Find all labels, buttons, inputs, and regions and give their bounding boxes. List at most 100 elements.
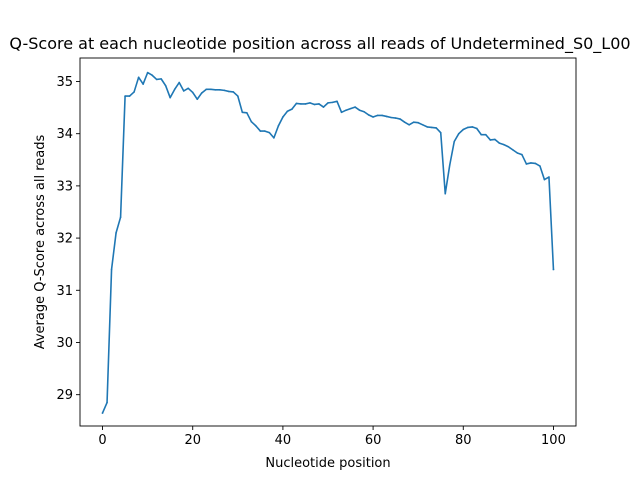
data-point bbox=[115, 232, 117, 234]
data-point bbox=[521, 153, 523, 156]
data-point bbox=[246, 112, 248, 114]
chart-title: Q-Score at each nucleotide position acro… bbox=[9, 34, 630, 54]
data-point bbox=[160, 78, 162, 80]
data-point bbox=[137, 76, 140, 79]
data-point bbox=[390, 116, 392, 119]
data-point bbox=[191, 91, 194, 94]
data-point bbox=[426, 126, 429, 128]
data-point bbox=[178, 81, 180, 84]
data-point bbox=[309, 102, 311, 104]
data-point bbox=[322, 106, 325, 108]
data-point bbox=[164, 84, 167, 87]
data-point bbox=[552, 268, 555, 271]
data-point bbox=[358, 109, 361, 111]
data-point bbox=[286, 110, 289, 113]
x-tick-label: 80 bbox=[455, 433, 472, 448]
data-point bbox=[282, 116, 284, 118]
data-point bbox=[200, 92, 203, 94]
data-point bbox=[498, 142, 501, 144]
data-point bbox=[385, 115, 388, 118]
data-point bbox=[313, 103, 316, 106]
data-point bbox=[151, 74, 153, 77]
data-point bbox=[110, 268, 113, 271]
data-point bbox=[295, 102, 298, 105]
y-tick-label: 34 bbox=[56, 127, 73, 142]
data-point bbox=[101, 412, 104, 414]
data-point bbox=[155, 78, 158, 81]
data-point bbox=[435, 127, 438, 129]
data-point bbox=[291, 108, 293, 110]
data-point bbox=[448, 164, 451, 166]
y-tick-label: 31 bbox=[56, 284, 73, 299]
data-point bbox=[336, 100, 338, 103]
data-point bbox=[218, 89, 221, 91]
x-tick-label: 40 bbox=[275, 433, 292, 448]
data-point bbox=[277, 125, 280, 127]
data-point bbox=[259, 130, 262, 132]
x-axis-label: Nucleotide position bbox=[265, 456, 390, 471]
data-point bbox=[421, 124, 424, 126]
y-tick-label: 29 bbox=[56, 388, 73, 403]
plot-area bbox=[79, 57, 577, 427]
data-point bbox=[485, 133, 487, 136]
data-point bbox=[489, 139, 492, 141]
data-point bbox=[182, 90, 185, 92]
data-point bbox=[476, 127, 478, 130]
data-point bbox=[363, 110, 365, 113]
data-point bbox=[394, 117, 397, 119]
data-point bbox=[214, 89, 217, 91]
y-tick-label: 32 bbox=[56, 232, 73, 247]
y-tick-label: 35 bbox=[56, 75, 73, 90]
data-point bbox=[439, 131, 442, 134]
data-point bbox=[205, 88, 208, 91]
data-point bbox=[196, 98, 199, 101]
data-point bbox=[381, 114, 383, 117]
data-point bbox=[237, 95, 239, 97]
data-point bbox=[128, 95, 131, 97]
data-point bbox=[453, 140, 456, 143]
data-point bbox=[340, 111, 343, 114]
data-point bbox=[304, 103, 307, 105]
data-point bbox=[345, 109, 347, 111]
data-point bbox=[169, 96, 171, 99]
x-axis: 0 20 40 60 80 100 bbox=[98, 426, 566, 448]
data-point bbox=[124, 95, 126, 97]
data-point bbox=[146, 71, 149, 74]
data-point bbox=[462, 128, 465, 131]
data-point bbox=[457, 132, 460, 135]
data-point bbox=[349, 107, 352, 110]
data-point bbox=[273, 137, 275, 139]
x-tick-label: 60 bbox=[365, 433, 382, 448]
data-point bbox=[471, 126, 474, 128]
data-point bbox=[548, 176, 550, 178]
data-point bbox=[376, 114, 379, 117]
data-point bbox=[173, 88, 176, 91]
data-point bbox=[300, 103, 302, 105]
data-point bbox=[507, 145, 510, 148]
data-point bbox=[106, 401, 108, 404]
data-point bbox=[223, 89, 226, 92]
data-point bbox=[512, 149, 514, 151]
data-point bbox=[539, 165, 541, 167]
data-point bbox=[525, 163, 528, 165]
y-tick-label: 30 bbox=[56, 336, 73, 351]
data-point bbox=[530, 162, 532, 164]
data-point bbox=[327, 102, 329, 104]
data-point bbox=[209, 88, 212, 91]
data-point bbox=[250, 120, 253, 123]
data-point bbox=[466, 126, 469, 129]
data-point bbox=[255, 125, 257, 127]
data-point bbox=[268, 131, 271, 134]
data-point bbox=[372, 116, 374, 118]
x-tick-label: 20 bbox=[184, 433, 201, 448]
data-point bbox=[534, 162, 537, 165]
data-point bbox=[494, 138, 496, 141]
data-point bbox=[331, 101, 334, 104]
data-point bbox=[264, 130, 266, 132]
data-point bbox=[430, 126, 433, 129]
data-point bbox=[318, 103, 320, 105]
data-point bbox=[417, 121, 419, 124]
x-tick-label: 0 bbox=[98, 433, 106, 448]
data-point bbox=[228, 90, 230, 93]
